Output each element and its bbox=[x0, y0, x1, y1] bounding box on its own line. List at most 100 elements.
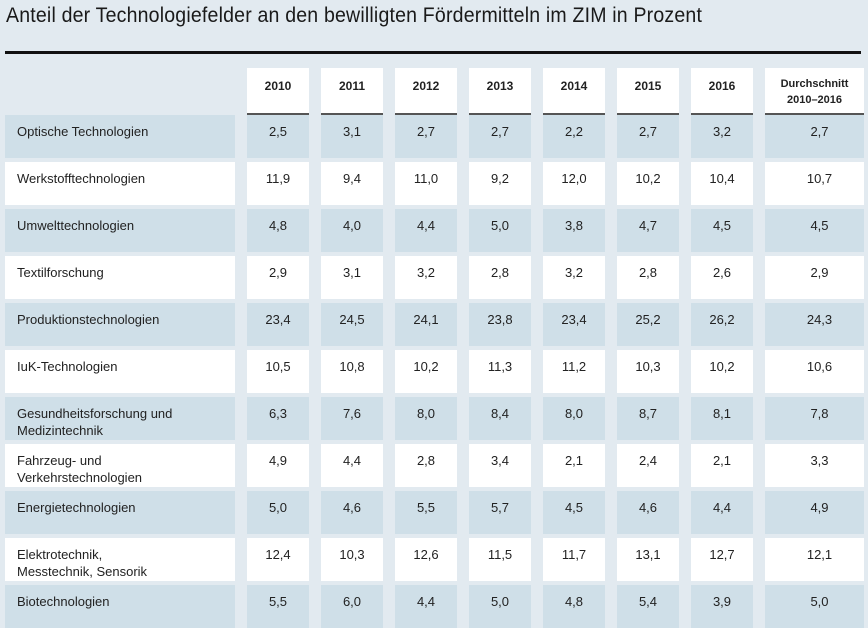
column-header: 2011 bbox=[321, 68, 383, 115]
table-cell: 2,8 bbox=[395, 444, 457, 487]
row-label: Biotechnologien bbox=[5, 585, 235, 628]
table-cell: 4,5 bbox=[543, 491, 605, 534]
table-cell: 2,6 bbox=[691, 256, 753, 299]
table-cell: 12,0 bbox=[543, 162, 605, 205]
row-label: Textilforschung bbox=[5, 256, 235, 299]
row-label: Optische Technologien bbox=[5, 115, 235, 158]
table-cell: 8,7 bbox=[617, 397, 679, 440]
table-cell: 4,4 bbox=[321, 444, 383, 487]
table-cell: 10,2 bbox=[395, 350, 457, 393]
table-cell: 10,7 bbox=[765, 162, 864, 205]
table-cell: 12,4 bbox=[247, 538, 309, 581]
column-header: 2015 bbox=[617, 68, 679, 115]
table-cell: 10,4 bbox=[691, 162, 753, 205]
table-cell: 7,6 bbox=[321, 397, 383, 440]
table-cell: 7,8 bbox=[765, 397, 864, 440]
table-cell: 23,8 bbox=[469, 303, 531, 346]
table-cell: 4,5 bbox=[765, 209, 864, 252]
table-cell: 23,4 bbox=[543, 303, 605, 346]
table-cell: 8,1 bbox=[691, 397, 753, 440]
table-cell: 4,6 bbox=[321, 491, 383, 534]
row-label: IuK-Technologien bbox=[5, 350, 235, 393]
column-header: Durchschnitt 2010–2016 bbox=[765, 68, 864, 115]
row-label: Gesundheitsforschung und Medizintechnik bbox=[5, 397, 235, 440]
table-cell: 2,7 bbox=[765, 115, 864, 158]
table-cell: 13,1 bbox=[617, 538, 679, 581]
table-cell: 3,8 bbox=[543, 209, 605, 252]
table-cell: 2,7 bbox=[617, 115, 679, 158]
table-cell: 4,8 bbox=[247, 209, 309, 252]
column-header: 2014 bbox=[543, 68, 605, 115]
table-cell: 5,4 bbox=[617, 585, 679, 628]
table-cell: 4,5 bbox=[691, 209, 753, 252]
table-cell: 4,9 bbox=[765, 491, 864, 534]
table-cell: 8,0 bbox=[543, 397, 605, 440]
table-cell: 11,7 bbox=[543, 538, 605, 581]
column-header: 2010 bbox=[247, 68, 309, 115]
table-cell: 3,9 bbox=[691, 585, 753, 628]
row-label: Energietechnologien bbox=[5, 491, 235, 534]
table-cell: 5,0 bbox=[765, 585, 864, 628]
table-cell: 12,7 bbox=[691, 538, 753, 581]
table-cell: 2,9 bbox=[765, 256, 864, 299]
column-header: 2012 bbox=[395, 68, 457, 115]
table-cell: 5,0 bbox=[469, 209, 531, 252]
table-cell: 5,0 bbox=[469, 585, 531, 628]
table-cell: 10,2 bbox=[691, 350, 753, 393]
table-cell: 3,2 bbox=[395, 256, 457, 299]
table-cell: 11,9 bbox=[247, 162, 309, 205]
table-cell: 24,3 bbox=[765, 303, 864, 346]
table-cell: 2,8 bbox=[469, 256, 531, 299]
row-label: Elektrotechnik, Messtechnik, Sensorik bbox=[5, 538, 235, 581]
table-cell: 8,0 bbox=[395, 397, 457, 440]
table-cell: 3,1 bbox=[321, 115, 383, 158]
table-cell: 5,0 bbox=[247, 491, 309, 534]
table-cell: 6,3 bbox=[247, 397, 309, 440]
table-cell: 12,1 bbox=[765, 538, 864, 581]
table-cell: 23,4 bbox=[247, 303, 309, 346]
table-cell: 11,3 bbox=[469, 350, 531, 393]
table-cell: 3,1 bbox=[321, 256, 383, 299]
table-cell: 5,7 bbox=[469, 491, 531, 534]
table-cell: 4,4 bbox=[395, 209, 457, 252]
table-cell: 3,2 bbox=[691, 115, 753, 158]
table-cell: 11,5 bbox=[469, 538, 531, 581]
table-cell: 2,1 bbox=[543, 444, 605, 487]
table-cell: 10,5 bbox=[247, 350, 309, 393]
table-cell: 24,5 bbox=[321, 303, 383, 346]
column-header: 2016 bbox=[691, 68, 753, 115]
table-cell: 8,4 bbox=[469, 397, 531, 440]
table-cell: 2,1 bbox=[691, 444, 753, 487]
table-cell: 4,7 bbox=[617, 209, 679, 252]
table-cell: 9,4 bbox=[321, 162, 383, 205]
table-cell: 4,4 bbox=[395, 585, 457, 628]
table-cell: 10,2 bbox=[617, 162, 679, 205]
table-cell: 2,7 bbox=[395, 115, 457, 158]
table-cell: 3,2 bbox=[543, 256, 605, 299]
table-cell: 4,0 bbox=[321, 209, 383, 252]
table-cell: 5,5 bbox=[395, 491, 457, 534]
header-corner bbox=[5, 68, 235, 115]
table-cell: 10,3 bbox=[617, 350, 679, 393]
table-cell: 4,6 bbox=[617, 491, 679, 534]
table-cell: 11,0 bbox=[395, 162, 457, 205]
table-cell: 2,9 bbox=[247, 256, 309, 299]
table-cell: 5,5 bbox=[247, 585, 309, 628]
table-cell: 2,5 bbox=[247, 115, 309, 158]
table-cell: 3,3 bbox=[765, 444, 864, 487]
table-cell: 2,4 bbox=[617, 444, 679, 487]
table-cell: 10,8 bbox=[321, 350, 383, 393]
table-cell: 12,6 bbox=[395, 538, 457, 581]
table-cell: 2,7 bbox=[469, 115, 531, 158]
table-cell: 26,2 bbox=[691, 303, 753, 346]
table-cell: 6,0 bbox=[321, 585, 383, 628]
row-label: Fahrzeug- und Verkehrstechnologien bbox=[5, 444, 235, 487]
table-title: Anteil der Technologiefelder an den bewi… bbox=[6, 4, 703, 27]
data-table: 2010 2011 2012 2013 2014 2015 2016 Durchschnitt… bbox=[5, 68, 864, 628]
table-cell: 4,4 bbox=[691, 491, 753, 534]
table-cell: 25,2 bbox=[617, 303, 679, 346]
table-cell: 11,2 bbox=[543, 350, 605, 393]
table-cell: 9,2 bbox=[469, 162, 531, 205]
title-divider bbox=[5, 51, 861, 54]
table-cell: 4,9 bbox=[247, 444, 309, 487]
